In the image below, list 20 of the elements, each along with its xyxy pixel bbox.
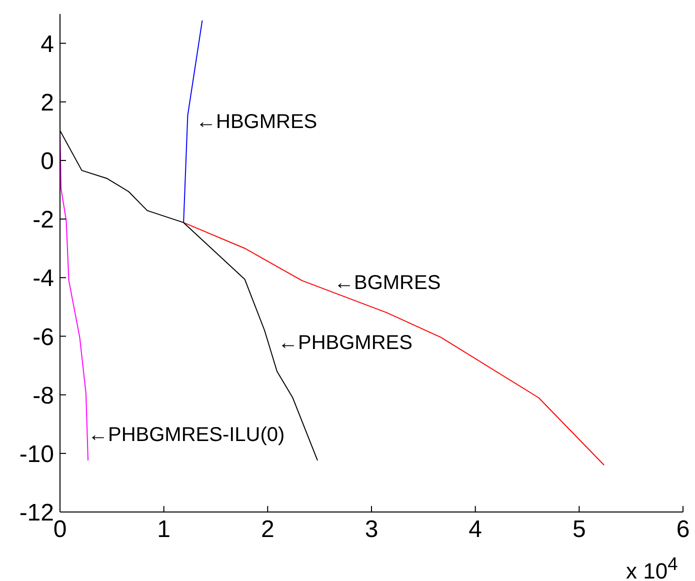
x-tick-label: 5 xyxy=(572,516,586,544)
x-tick-label: 6 xyxy=(676,516,690,544)
y-tick-label: 4 xyxy=(40,30,54,58)
annotation: ←BGMRES xyxy=(334,271,441,295)
x-tick-label: 4 xyxy=(468,516,482,544)
x-tick-label: 3 xyxy=(364,516,378,544)
annotation: ←PHBGMRES xyxy=(278,331,412,355)
y-tick-label: 0 xyxy=(40,148,54,175)
y-tick-label: -10 xyxy=(19,440,54,468)
x-tick-label: 2 xyxy=(260,516,274,544)
text: x 10$^{4}$ xyxy=(626,552,678,581)
y-tick-label: 2 xyxy=(40,89,54,116)
y-tick-label: -12 xyxy=(19,500,54,527)
annotation: ←HBGMRES xyxy=(196,110,318,134)
y-tick-label: -4 xyxy=(32,265,54,292)
y-tick-label: -8 xyxy=(32,382,54,410)
y-tick-label: -6 xyxy=(32,324,54,351)
y-tick-label: -2 xyxy=(32,206,54,234)
annotation: ←PHBGMRES-ILU(0) xyxy=(88,423,285,447)
x-tick-label: 1 xyxy=(157,516,171,544)
